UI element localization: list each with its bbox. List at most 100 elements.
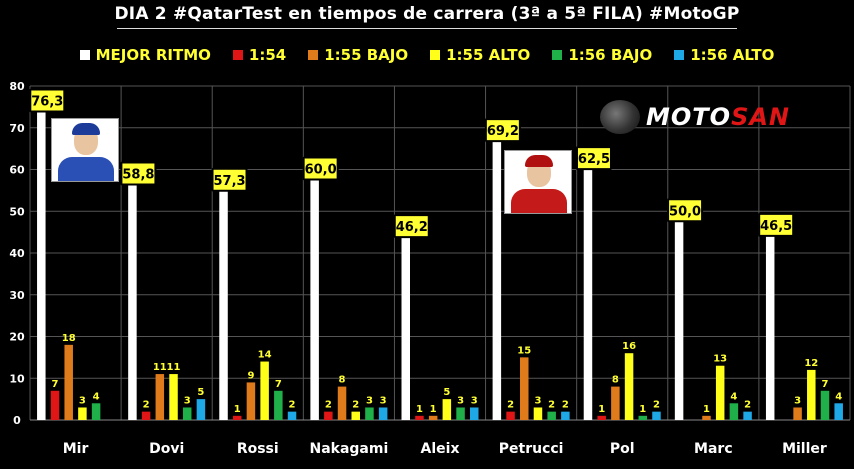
bar-s155bajo-miller (793, 407, 802, 420)
bar-mejor_ritmo-mir (37, 101, 46, 420)
legend-label: 1:54 (248, 46, 287, 64)
legend-label: 1:56 ALTO (690, 46, 775, 64)
legend-swatch (308, 50, 319, 60)
data-label-box (393, 214, 430, 239)
data-label-s154: 2 (507, 400, 514, 411)
data-label-s155alto: 13 (713, 354, 727, 365)
category-label: Marc (694, 441, 733, 457)
bar-s155alto-petrucci (533, 407, 543, 420)
category-label: Miller (782, 441, 827, 457)
data-label-s156alto: 2 (653, 400, 660, 411)
legend-label: 1:56 BAJO (568, 46, 653, 64)
y-tick-label: 0 (13, 414, 21, 427)
legend-swatch (430, 50, 441, 60)
bar-mejor_ritmo-petrucci (492, 131, 502, 420)
bar-s156alto-nakagami (378, 407, 388, 420)
legend-swatch (232, 50, 243, 60)
data-label-s155bajo: 8 (612, 375, 619, 386)
data-label-box (484, 118, 521, 143)
logo-text-san: SAN (731, 103, 791, 131)
bar-s156bajo-aleix (456, 407, 465, 420)
data-label-mejor-ritmo: 62,5 (578, 152, 610, 167)
data-label-s155alto: 2 (352, 400, 359, 411)
bar-mejor_ritmo-aleix (401, 227, 410, 420)
bar-s155alto-aleix (442, 399, 452, 420)
legend-item-s154: 1:54 (232, 46, 287, 64)
bar-s155bajo-nakagami (337, 386, 347, 420)
bar-s155alto-miller (807, 369, 816, 420)
y-tick-label: 40 (9, 247, 25, 260)
data-label-s155bajo: 15 (517, 345, 531, 356)
bar-s156alto-rossi (287, 411, 297, 420)
data-label-box (120, 161, 157, 186)
data-label-s156bajo: 2 (548, 400, 555, 411)
bar-s154-pol (597, 415, 606, 420)
data-label-s155alto: 11 (167, 362, 181, 373)
y-tick-label: 10 (9, 372, 25, 385)
bar-s155alto-marc (715, 365, 725, 420)
bar-s156bajo-pol (638, 415, 648, 420)
bar-mejor_ritmo-miller (765, 225, 775, 420)
bar-s154-aleix (415, 415, 424, 420)
bar-s155bajo-pol (611, 386, 620, 420)
rider-photo-mir (51, 118, 119, 182)
data-label-box (302, 156, 339, 181)
title-underline (117, 28, 737, 29)
legend-item-s156bajo: 1:56 BAJO (552, 46, 652, 64)
data-label-mejor-ritmo: 46,5 (760, 219, 792, 234)
motorbike-rider-icon (600, 100, 640, 134)
bar-s156bajo-petrucci (547, 411, 556, 420)
bar-s156alto-pol (652, 411, 661, 420)
category-label: Petrucci (499, 441, 564, 457)
category-label: Rossi (237, 441, 279, 457)
logo-text-moto: MOTO (646, 103, 732, 131)
data-label-box (667, 198, 704, 223)
data-label-s155alto: 3 (534, 395, 541, 406)
data-label-s156bajo: 3 (184, 395, 191, 406)
category-label: Mir (63, 441, 89, 457)
bar-s155bajo-dovi (155, 374, 165, 420)
bar-s156alto-petrucci (561, 411, 570, 420)
bar-mejor_ritmo-nakagami (310, 169, 319, 420)
data-label-s156bajo: 7 (275, 379, 282, 390)
category-label: Aleix (421, 441, 460, 457)
y-tick-label: 50 (9, 205, 25, 218)
bar-mejor_ritmo-marc (674, 211, 684, 420)
legend-item-s155alto: 1:55 ALTO (430, 46, 530, 64)
motosan-logo: MOTO SAN (600, 96, 845, 138)
bar-s156bajo-nakagami (365, 407, 374, 420)
y-tick-label: 80 (9, 80, 25, 93)
y-tick-label: 70 (9, 122, 25, 135)
legend-item-s156alto: 1:56 ALTO (674, 46, 774, 64)
bar-s154-petrucci (506, 411, 515, 420)
data-label-mejor-ritmo: 58,8 (122, 168, 154, 183)
bar-s156bajo-mir (91, 403, 101, 420)
y-tick-label: 20 (9, 331, 25, 344)
bar-s155alto-mir (78, 407, 87, 420)
data-label-mejor-ritmo: 57,3 (213, 174, 245, 189)
data-label-s154: 1 (234, 404, 241, 415)
rider-body (511, 189, 567, 213)
data-label-mejor-ritmo: 60,0 (305, 163, 337, 178)
data-label-s155alto: 12 (804, 358, 818, 369)
bar-s156alto-miller (834, 403, 843, 420)
data-label-s155alto: 3 (79, 395, 86, 406)
data-label-s156bajo: 1 (639, 404, 646, 415)
rider-photo-petrucci (504, 150, 572, 214)
bar-s156bajo-rossi (274, 390, 283, 420)
data-label-s156bajo: 7 (822, 379, 829, 390)
rider-body (58, 157, 114, 181)
category-label: Nakagami (309, 441, 388, 457)
data-label-box (211, 167, 248, 192)
data-label-s155bajo: 1 (430, 404, 437, 415)
data-label-s156alto: 3 (380, 395, 387, 406)
bar-mejor_ritmo-dovi (128, 174, 137, 420)
data-label-s156alto: 3 (471, 395, 478, 406)
data-label-s154: 2 (143, 400, 150, 411)
chart-title: DIA 2 #QatarTest en tiempos de carrera (… (114, 4, 740, 24)
data-label-mejor-ritmo: 69,2 (487, 124, 519, 139)
y-tick-label: 60 (9, 164, 25, 177)
category-label: Pol (610, 441, 635, 457)
bar-mejor_ritmo-rossi (219, 180, 228, 420)
